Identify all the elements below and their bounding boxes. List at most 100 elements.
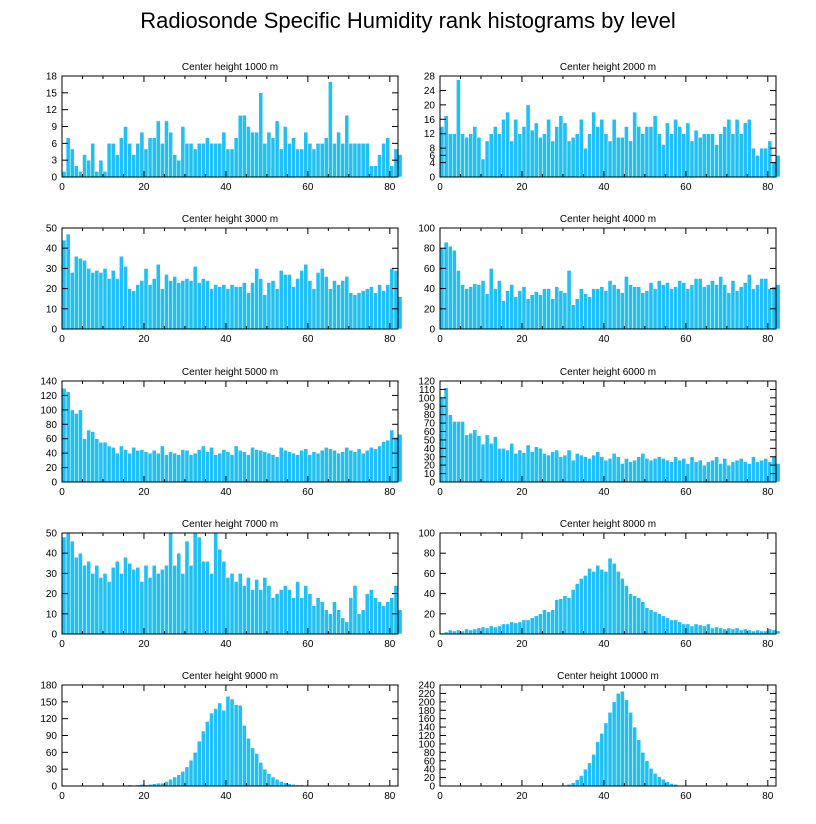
histogram-bar [180,449,186,483]
histogram-bar [447,629,453,635]
histogram-bar [127,563,132,635]
histogram-bar [583,456,588,483]
histogram-bar [726,464,732,483]
histogram-bar [587,762,592,787]
histogram-bar [266,585,272,635]
histogram-bar [701,625,707,635]
histogram-bar [246,126,251,178]
histogram-bar [689,625,695,635]
histogram-bar [147,452,153,483]
histogram-bar [90,143,96,178]
histogram-bar [620,691,625,787]
histogram-bar [615,571,621,635]
histogram-bar [106,445,112,483]
x-tick-label: 80 [762,334,774,345]
histogram-bar [701,464,707,483]
histogram-bar [262,451,268,483]
histogram-bar [287,143,292,178]
histogram-bar [656,280,662,330]
histogram-bar [607,280,613,330]
x-tick-label: 60 [302,639,314,650]
y-tick-label: 20 [424,100,436,111]
histogram-bar [488,443,494,483]
histogram-bar [620,137,625,178]
x-tick-label: 60 [680,334,692,345]
histogram-bar [497,625,502,635]
histogram-bar [98,442,104,483]
histogram-bar [283,450,288,483]
y-tick-label: 180 [418,706,435,717]
histogram-bar [501,623,506,635]
histogram-bar [550,451,555,483]
histogram-bar [722,126,728,178]
histogram-bar [172,154,177,178]
histogram-bar [110,270,116,330]
histogram-bar [488,268,494,330]
histogram-bar [389,268,395,330]
histogram-bar [505,623,510,635]
histogram-bar [620,578,625,635]
histogram-bar [722,628,728,635]
histogram-bar [464,288,469,330]
histogram-bar [661,284,666,330]
histogram-bar [648,459,654,483]
histogram-bar [385,284,391,330]
histogram-bar [574,583,580,635]
histogram-bar [266,773,272,787]
histogram-bar [131,569,137,635]
histogram-bar [139,131,145,178]
histogram-bar [521,619,527,635]
histogram-bar [529,129,535,178]
panel-9: Center height 9000 m 0 20 40 60 80 0 30 60 90 120 1… [40,671,399,802]
histogram-bar [319,450,325,483]
histogram-bar [172,276,177,330]
histogram-bar [332,601,337,635]
y-tick-label: 80 [424,549,436,560]
histogram-bar [730,280,736,330]
histogram-bar [332,280,337,330]
histogram-bar [69,409,75,483]
histogram-bar [620,292,625,330]
histogram-bar [525,619,531,635]
histogram-bar [299,270,305,330]
histogram-bar [542,288,547,330]
histogram-bar [677,280,683,330]
y-tick-label: 12 [424,129,436,140]
histogram-bar [192,532,198,635]
histogram-bar [323,276,329,330]
histogram-bar [106,143,112,178]
y-tick-label: 120 [40,391,57,402]
plot-frame [439,227,777,330]
histogram-bar [78,171,83,178]
histogram-bar [730,461,736,483]
histogram-bar [188,759,194,787]
histogram-bar [377,154,382,178]
histogram-bar [78,409,83,483]
histogram-bar [771,162,777,178]
histogram-bar [701,133,707,178]
histogram-bar [82,438,87,483]
histogram-bar [336,609,341,635]
histogram-bar [611,453,617,483]
y-tick-label: 8 [429,144,435,155]
histogram-bar [644,126,650,178]
histogram-bar [188,565,194,635]
histogram-bar [513,119,519,178]
y-tick-label: 20 [424,461,436,472]
histogram-bar [274,456,280,483]
histogram-bar [229,573,235,635]
histogram-bar [591,454,596,483]
y-tick-label: 20 [46,589,58,600]
histogram-bar [677,126,683,178]
histogram-bar [538,294,543,330]
histogram-bar [550,298,555,330]
histogram-bar [225,577,231,635]
histogram-bar [196,536,202,635]
histogram-bar [460,284,465,330]
histogram-bar [574,453,580,483]
histogram-bar [579,578,584,635]
histogram-bar [106,278,112,330]
histogram-bar [168,280,173,330]
histogram-bar [82,154,87,178]
histogram-bar [229,284,235,330]
